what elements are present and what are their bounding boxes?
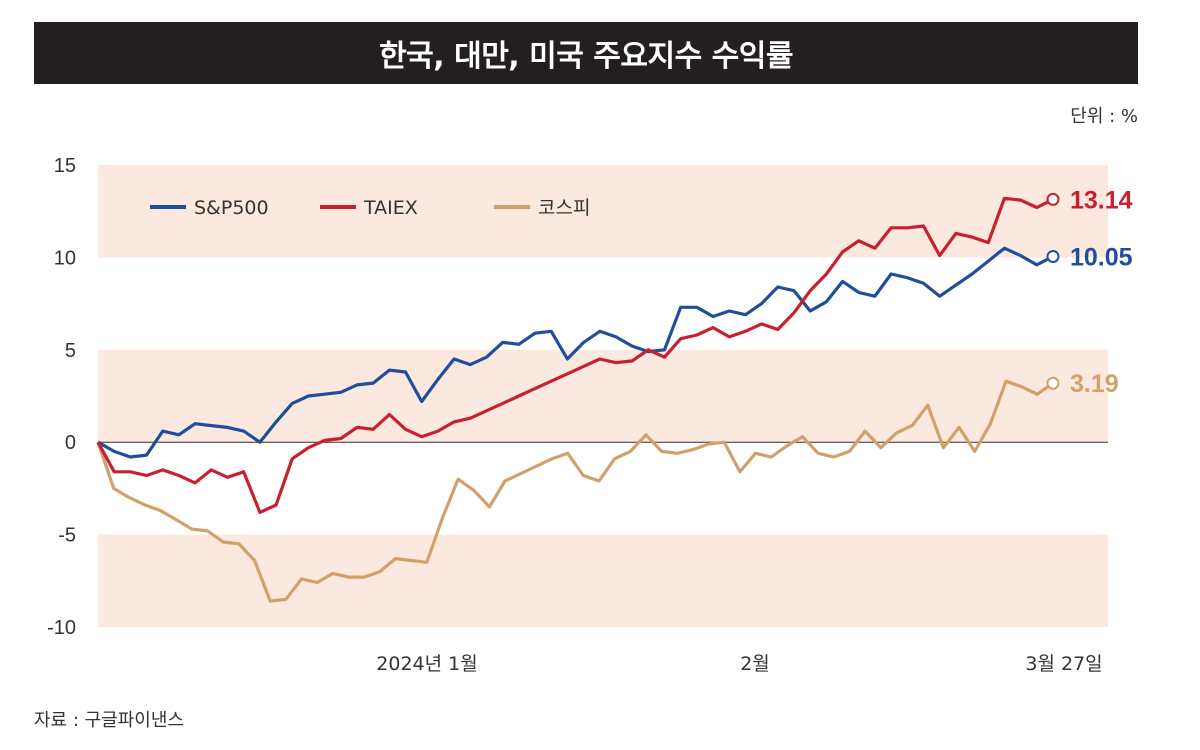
background-bands bbox=[98, 165, 1108, 627]
y-axis-ticks: 15 10 5 0 -5 -10 bbox=[47, 155, 76, 639]
band-2 bbox=[98, 534, 1108, 627]
series-lines bbox=[96, 196, 1054, 603]
end-marker-taiex bbox=[1046, 192, 1060, 206]
legend-label-kospi: 코스피 bbox=[538, 197, 590, 219]
series-line-sp500 bbox=[97, 246, 1054, 459]
end-marker-sp500 bbox=[1046, 249, 1060, 263]
end-value-label-sp500: 10.05 bbox=[1070, 243, 1133, 271]
legend-label-sp500: S&P500 bbox=[194, 197, 269, 219]
y-tick-label: -5 bbox=[58, 525, 76, 547]
y-tick-label: -10 bbox=[47, 617, 76, 639]
source-label: 자료 : 구글파이낸스 bbox=[34, 710, 184, 731]
x-tick-label: 2024년 1월 bbox=[376, 653, 477, 675]
x-tick-label: 3월 27일 bbox=[1025, 653, 1102, 675]
band-1 bbox=[98, 349, 1108, 443]
end-value-label-taiex: 13.14 bbox=[1070, 186, 1133, 214]
y-tick-label: 10 bbox=[54, 247, 76, 269]
band-0 bbox=[98, 165, 1108, 258]
chart-title: 한국, 대만, 미국 주요지수 수익률 bbox=[379, 39, 793, 74]
y-tick-label: 15 bbox=[54, 155, 76, 177]
y-tick-label: 5 bbox=[65, 340, 76, 362]
x-tick-label: 2월 bbox=[740, 653, 770, 675]
legend: S&P500 TAIEX 코스피 bbox=[150, 197, 590, 219]
y-tick-label: 0 bbox=[65, 432, 76, 454]
unit-label: 단위 : % bbox=[1070, 106, 1138, 127]
end-marker-kospi bbox=[1046, 376, 1060, 390]
end-value-label-kospi: 3.19 bbox=[1070, 370, 1119, 398]
x-axis-ticks: 2024년 1월 2월 3월 27일 bbox=[376, 653, 1102, 675]
series-line-taiex bbox=[96, 196, 1054, 515]
series-line-kospi bbox=[96, 379, 1054, 603]
end-labels: 3.19 10.05 13.14 bbox=[1046, 186, 1133, 398]
title-bar: 한국, 대만, 미국 주요지수 수익률 bbox=[34, 22, 1138, 84]
legend-label-taiex: TAIEX bbox=[363, 197, 418, 219]
